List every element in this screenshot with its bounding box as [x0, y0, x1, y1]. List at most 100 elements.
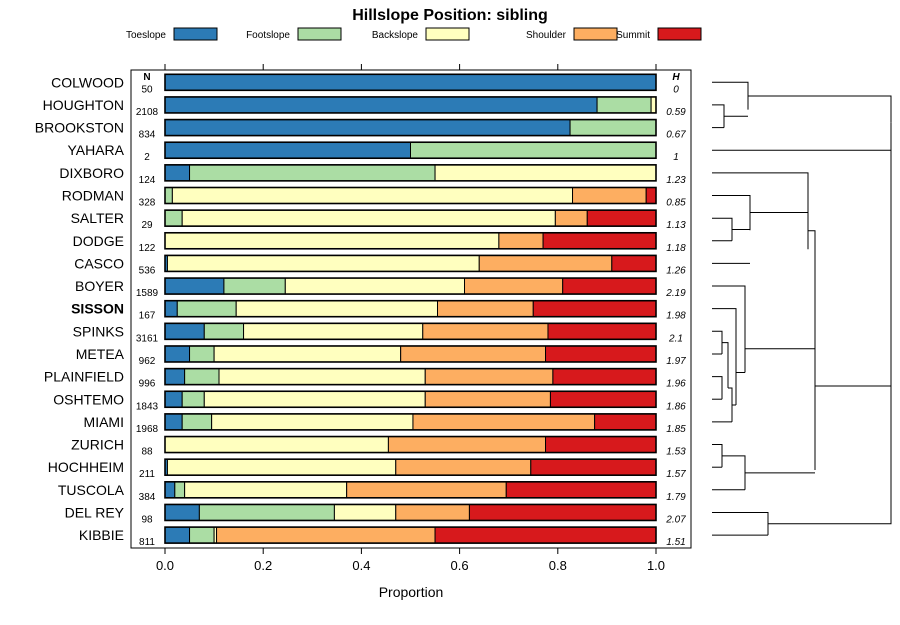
- x-tick-label: 0.6: [451, 558, 469, 573]
- bar-segment: [166, 458, 397, 476]
- h-value: 1.23: [666, 175, 686, 186]
- bar-segment: [218, 368, 426, 386]
- legend-label: Footslope: [246, 30, 290, 41]
- bar-segment: [586, 209, 657, 227]
- bar-segment: [333, 503, 397, 521]
- soil-label: MIAMI: [84, 414, 124, 430]
- h-value: 0.85: [666, 198, 686, 209]
- bar-outline: [164, 322, 657, 341]
- dendro-link: [712, 308, 737, 340]
- n-value: 328: [139, 198, 156, 209]
- bar-outline: [164, 345, 657, 363]
- bar-segment: [549, 390, 657, 408]
- bar-segment: [395, 458, 532, 476]
- bar-segment: [395, 503, 470, 521]
- bar-segment: [478, 254, 613, 272]
- h-value: 1: [673, 152, 679, 163]
- bar-segment: [223, 277, 286, 295]
- bar-segment: [400, 345, 547, 363]
- bar-segment: [164, 209, 183, 227]
- bar-segment: [164, 164, 191, 182]
- bar-outline: [164, 209, 657, 227]
- n-value: 167: [139, 311, 156, 322]
- bar-segment: [164, 277, 225, 295]
- bar-segment: [424, 390, 551, 408]
- dendro-link: [712, 512, 769, 536]
- n-value: 29: [141, 220, 153, 231]
- bar-outline: [164, 254, 657, 273]
- bar-segment: [412, 413, 596, 431]
- bar-segment: [164, 322, 205, 340]
- bar-segment: [164, 96, 598, 114]
- h-value: 1.98: [666, 311, 686, 322]
- dendro-link: [712, 217, 733, 241]
- bar-segment: [498, 232, 544, 250]
- bar-segment: [164, 503, 200, 521]
- bar-segment: [184, 481, 348, 499]
- bar-segment: [164, 390, 183, 408]
- n-value: 3161: [136, 333, 159, 344]
- soil-label: SALTER: [71, 210, 124, 226]
- h-value: 2.07: [665, 514, 686, 525]
- bar-segment: [410, 141, 657, 159]
- bar-outline: [164, 413, 657, 431]
- bar-segment: [235, 300, 439, 318]
- bar-outline: [164, 73, 657, 92]
- legend-label: Backslope: [372, 30, 419, 41]
- soil-label: HOCHHEIM: [48, 459, 124, 475]
- dendrogram: [712, 81, 892, 536]
- bar-segment: [181, 413, 213, 431]
- x-axis: 0.0 0.2 0.4 0.6 0.8 1.0: [156, 64, 665, 573]
- dendro-link: [712, 376, 723, 400]
- soil-label: KIBBIE: [79, 527, 124, 543]
- n-value: 124: [139, 175, 156, 186]
- dendro-link: [712, 195, 751, 231]
- chart-title: Hillslope Position: sibling: [352, 7, 548, 24]
- dendro-link: [712, 172, 809, 250]
- bar-segment: [189, 164, 436, 182]
- x-axis-label: Proportion: [379, 584, 444, 600]
- h-value: 1.26: [666, 265, 686, 276]
- bar-segment: [164, 436, 389, 454]
- h-value: 2.19: [665, 288, 686, 299]
- plot-frame: [130, 69, 692, 549]
- n-value: 996: [139, 379, 156, 390]
- bar-segment: [464, 277, 564, 295]
- soil-label: METEA: [76, 346, 125, 362]
- bar-segment: [437, 300, 534, 318]
- n-value: 50: [141, 84, 153, 95]
- bar-outline: [164, 390, 657, 409]
- n-value: 811: [139, 537, 155, 548]
- x-tick-label: 0.4: [352, 558, 370, 573]
- n-values: 50 2108 834 2 124 328 29 122 536 1589 167 3161 962 99…: [136, 84, 159, 548]
- n-value: 2108: [136, 107, 159, 118]
- dendro-link: [712, 285, 746, 325]
- bar-segment: [164, 232, 500, 250]
- dendro-link: [712, 444, 723, 468]
- bar-segment: [547, 322, 657, 340]
- bar-segment: [181, 390, 205, 408]
- bar-segment: [164, 413, 183, 431]
- h-value: 1.57: [666, 469, 686, 480]
- h-value: 0: [673, 84, 679, 95]
- bar-segment: [189, 345, 215, 363]
- soil-label: RODMAN: [62, 188, 124, 204]
- bar-segment: [346, 481, 507, 499]
- bar-outline: [164, 118, 657, 137]
- bar-segment: [166, 254, 480, 272]
- dendro-link: [748, 95, 892, 123]
- soil-label: YAHARA: [67, 142, 124, 158]
- n-value: 384: [139, 492, 156, 503]
- h-value: 1.51: [666, 537, 685, 548]
- bar-segment: [424, 368, 554, 386]
- h-values: 0 0.59 0.67 1 1.23 0.85 1.13 1.18 1.26 2.19 1.98 2.…: [665, 84, 686, 548]
- bar-outline: [164, 299, 657, 318]
- soil-label: SPINKS: [73, 323, 124, 339]
- soil-label: DEL REY: [65, 504, 125, 520]
- bar-segment: [572, 187, 647, 204]
- dendro-link: [712, 104, 725, 128]
- dendro-link: [768, 386, 892, 525]
- bar-segment: [422, 322, 549, 340]
- bar-outline: [164, 231, 657, 250]
